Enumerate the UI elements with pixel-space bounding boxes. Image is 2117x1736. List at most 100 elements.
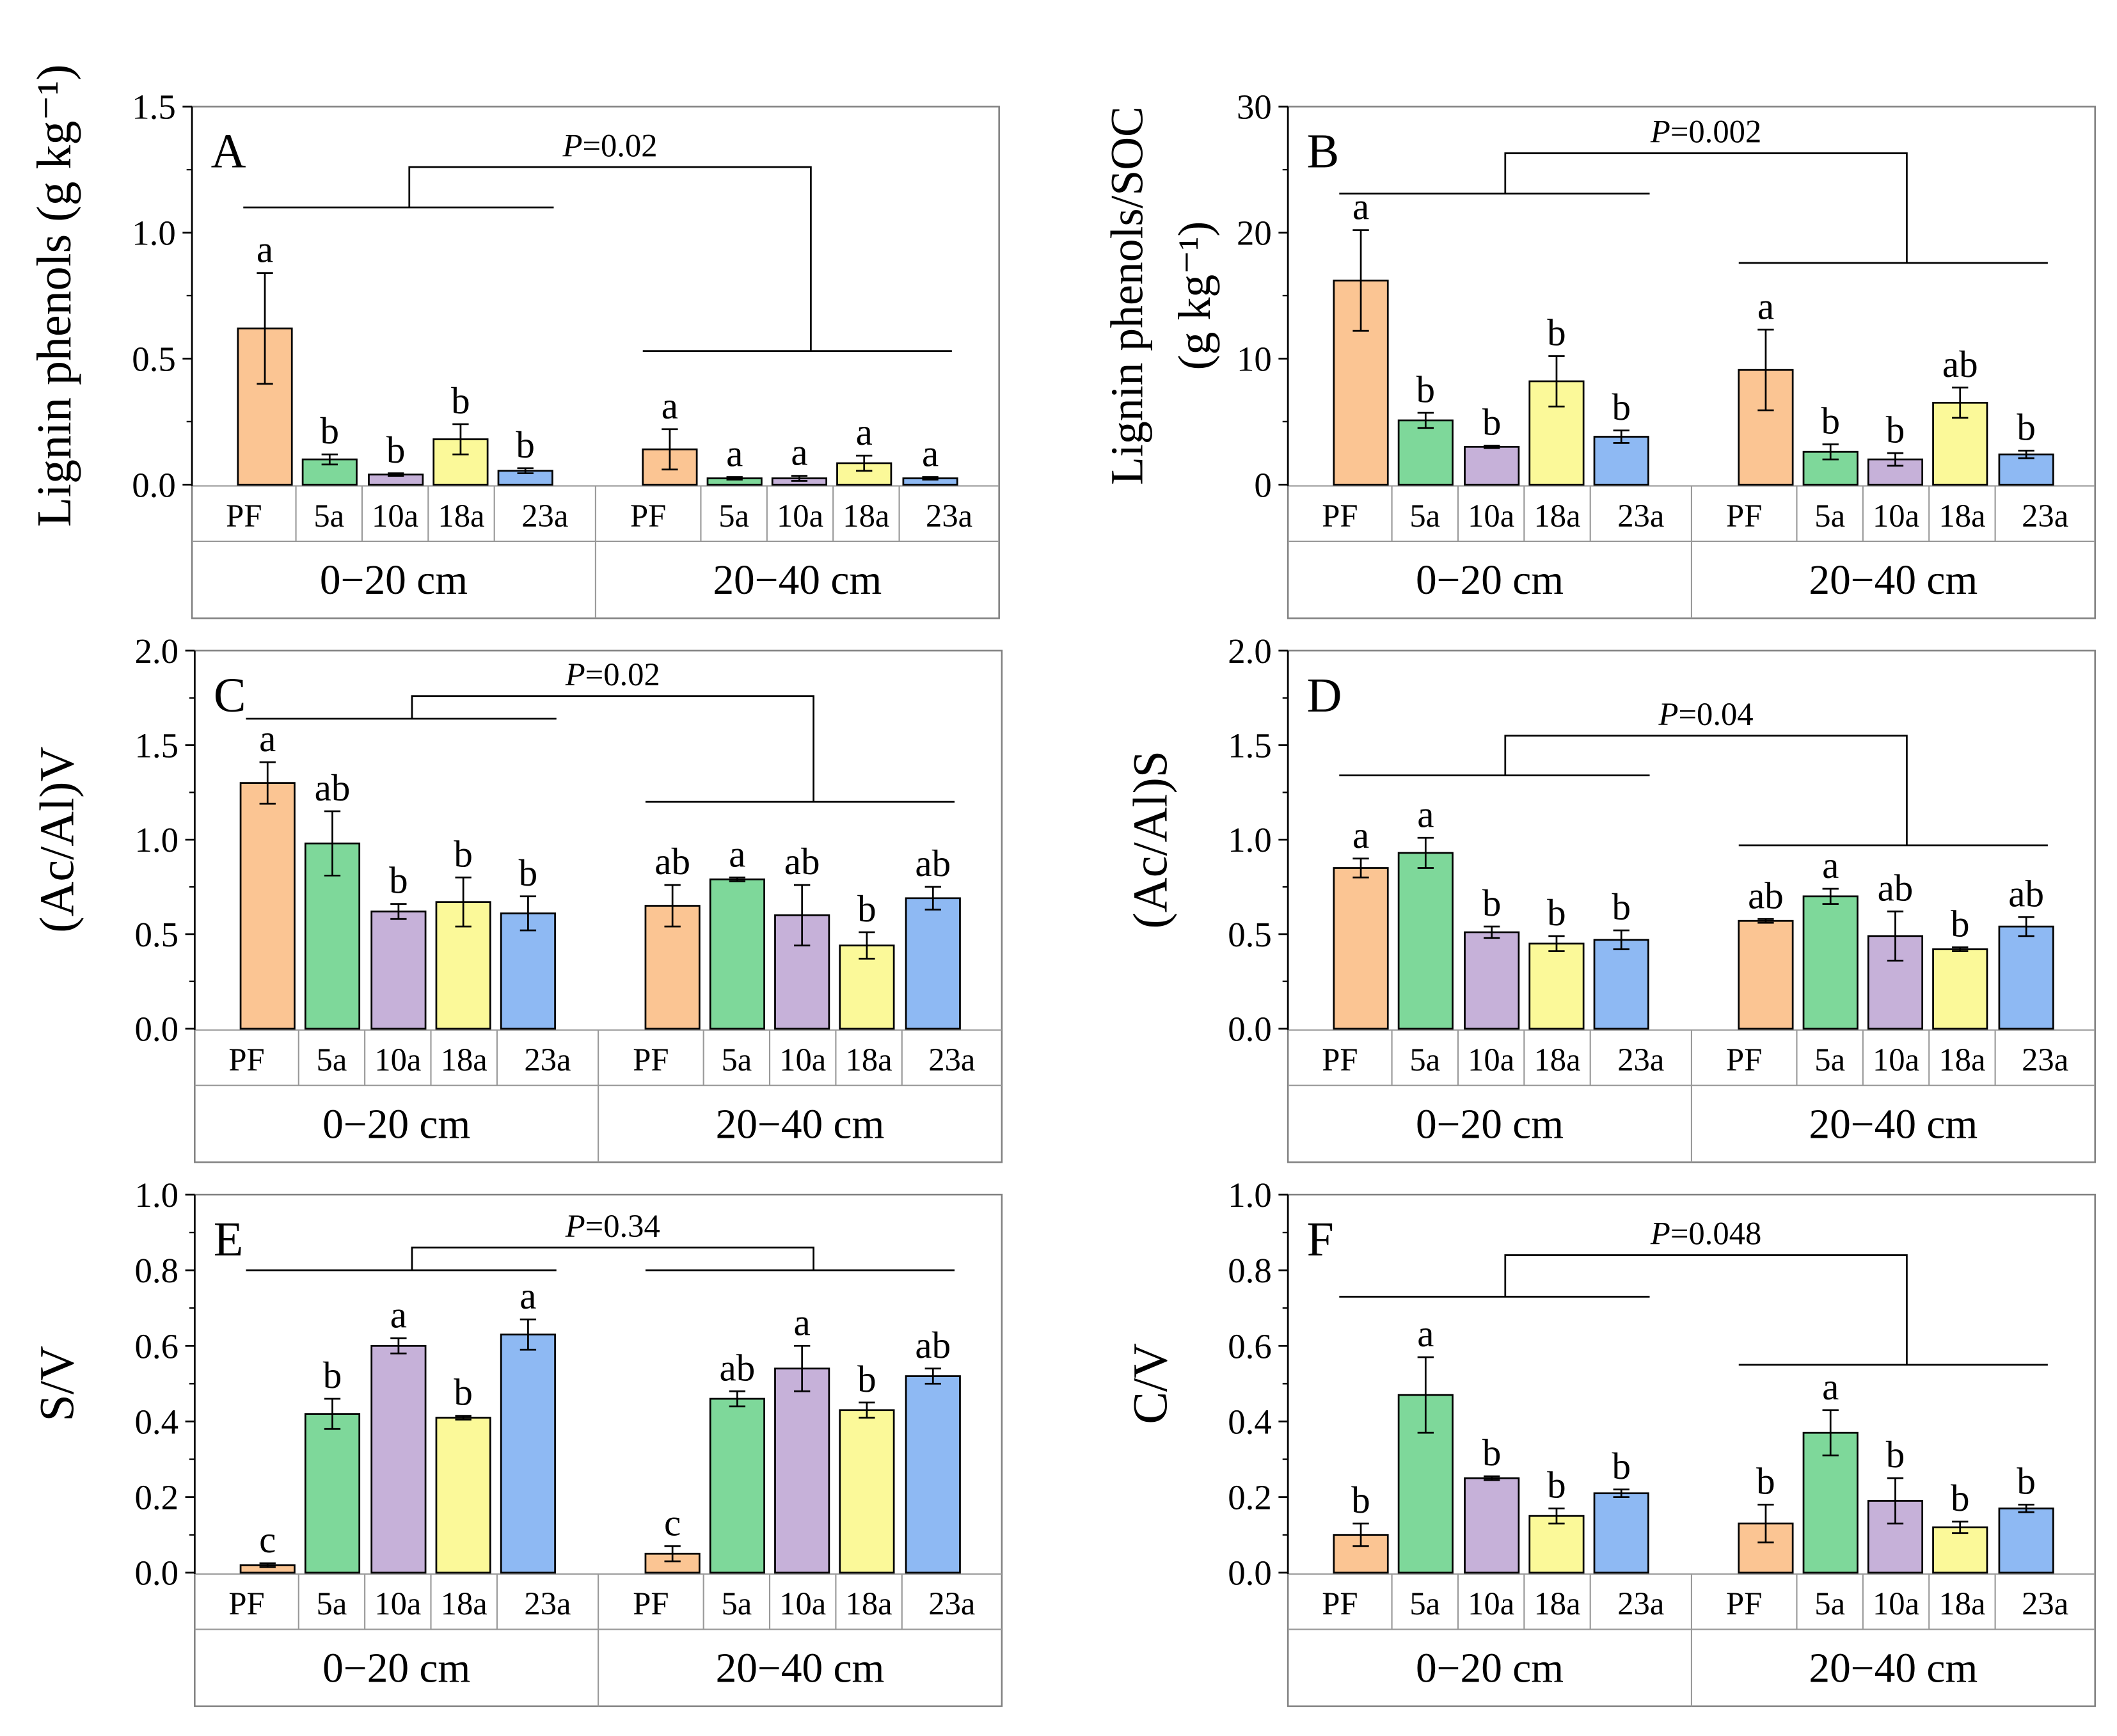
y-tick-label: 0.8	[1228, 1251, 1272, 1290]
category-label: 18a	[1534, 1586, 1580, 1621]
category-label: 5a	[1409, 1586, 1440, 1621]
y-tick-label: 0.2	[134, 1478, 178, 1517]
category-label: 23a	[1617, 1586, 1664, 1621]
p-value-label: P=0.04	[1658, 696, 1754, 732]
significance-letter: b	[1951, 903, 1970, 945]
category-label: 5a	[721, 1042, 752, 1078]
category-label: 23a	[1617, 498, 1664, 534]
significance-letter: b	[1351, 1479, 1370, 1521]
y-tick-label: 20	[1237, 214, 1272, 253]
significance-letter: b	[1482, 1431, 1502, 1474]
significance-letter: a	[1757, 285, 1774, 327]
bar-18a	[839, 1409, 895, 1574]
y-tick-label: 0.5	[132, 339, 176, 378]
bar-10a	[370, 911, 427, 1030]
bar-10a	[1464, 1477, 1520, 1574]
category-label: 23a	[2022, 1042, 2068, 1078]
bar-23a	[1593, 939, 1649, 1030]
significance-letter: b	[1821, 399, 1840, 442]
panel-F: 0.0 0.2 0.4 0.6 0.8 1.0 C/V Fb PF a 5a b 10a b 18a b 23a…	[1123, 1175, 2096, 1707]
significance-letter: a	[1417, 1312, 1434, 1355]
category-label: 23a	[521, 498, 568, 534]
y-tick-label: 0.6	[134, 1326, 178, 1366]
category-label: 18a	[843, 498, 889, 534]
significance-letter: ab	[2008, 872, 2044, 914]
category-label: 5a	[317, 1586, 347, 1621]
bar-18a	[1528, 943, 1585, 1030]
category-label: 5a	[721, 1586, 752, 1621]
bracket-connector	[1504, 735, 1908, 846]
significance-letter: b	[1547, 1463, 1566, 1506]
bar-18a	[1528, 1515, 1585, 1574]
depth-group-label: 0−20 cm	[1416, 1101, 1564, 1147]
category-label: 23a	[524, 1042, 571, 1078]
significance-letter: a	[390, 1294, 407, 1336]
bracket-connector	[411, 1246, 814, 1271]
category-label: 10a	[1468, 1586, 1514, 1621]
depth-group-label: 20−40 cm	[713, 557, 882, 603]
panel-letter: B	[1307, 125, 1340, 179]
bar-23a	[500, 912, 556, 1030]
bar-5a	[304, 1413, 361, 1574]
significance-letter: a	[259, 717, 276, 760]
depth-group-label: 20−40 cm	[716, 1646, 885, 1692]
y-tick-label: 1.0	[132, 214, 176, 253]
bar-PF	[239, 782, 296, 1030]
y-tick-label: 0.0	[1228, 1554, 1272, 1593]
significance-letter: a	[729, 832, 745, 875]
bracket-connector	[408, 166, 812, 351]
panel-letter: C	[214, 669, 246, 722]
category-label: 5a	[1814, 498, 1845, 534]
bar-23a	[500, 1334, 556, 1574]
category-label: 5a	[1409, 1042, 1440, 1078]
significance-letter: b	[857, 1358, 876, 1400]
y-tick-label: 0.4	[134, 1402, 178, 1441]
category-label: 5a	[1814, 1586, 1845, 1621]
y-tick-label: 10	[1237, 339, 1272, 378]
significance-letter: b	[1886, 1433, 1905, 1476]
y-tick-label: 0.4	[1228, 1402, 1272, 1441]
significance-letter: a	[726, 433, 743, 475]
category-label: PF	[630, 498, 666, 534]
significance-letter: ab	[1748, 874, 1784, 916]
category-label: 18a	[441, 1042, 488, 1078]
depth-group-label: 20−40 cm	[1809, 1646, 1978, 1692]
category-label: PF	[1322, 1586, 1358, 1621]
significance-letter: b	[323, 1354, 342, 1396]
significance-letter: a	[1822, 844, 1839, 886]
category-label: 23a	[2022, 498, 2068, 534]
significance-letter: b	[454, 1371, 473, 1413]
significance-letter: b	[386, 429, 406, 471]
depth-group-label: 20−40 cm	[716, 1101, 885, 1147]
y-tick-label: 0.5	[134, 915, 178, 954]
category-label: 5a	[1814, 1042, 1845, 1078]
significance-letter: b	[1482, 882, 1502, 924]
panel-D: 0.0 0.5 1.0 1.5 2.0 (Ac/Al)S Da PF a 5a b 10a b 18a b 2…	[1123, 632, 2096, 1163]
y-axis-label: (g kg⁻¹)	[1169, 221, 1220, 370]
significance-letter: b	[519, 852, 538, 894]
bar-23a	[1593, 436, 1649, 486]
significance-letter: b	[1547, 891, 1566, 934]
category-label: 10a	[1468, 1042, 1514, 1078]
y-tick-label: 0.2	[1228, 1478, 1272, 1517]
panel-letter: D	[1307, 669, 1342, 722]
p-value-label: P=0.002	[1650, 114, 1761, 150]
y-axis-label: (Ac/Al)S	[1123, 751, 1177, 928]
significance-letter: ab	[915, 1324, 951, 1366]
category-label: 18a	[1939, 498, 1985, 534]
depth-group-label: 0−20 cm	[1416, 557, 1564, 603]
bar-10a	[370, 1344, 427, 1574]
category-label: PF	[633, 1586, 669, 1621]
category-label: 10a	[374, 1586, 421, 1621]
category-label: 10a	[374, 1042, 421, 1078]
depth-group-label: 0−20 cm	[322, 1101, 470, 1147]
category-label: 10a	[779, 1586, 826, 1621]
category-label: PF	[1322, 498, 1358, 534]
y-tick-label: 1.0	[134, 820, 178, 859]
y-axis-label: S/V	[30, 1346, 84, 1421]
bar-5a	[1397, 852, 1454, 1030]
significance-letter: a	[922, 433, 939, 475]
bar-23a	[905, 897, 961, 1030]
significance-letter: c	[664, 1502, 681, 1544]
significance-letter: b	[2017, 1460, 2036, 1502]
